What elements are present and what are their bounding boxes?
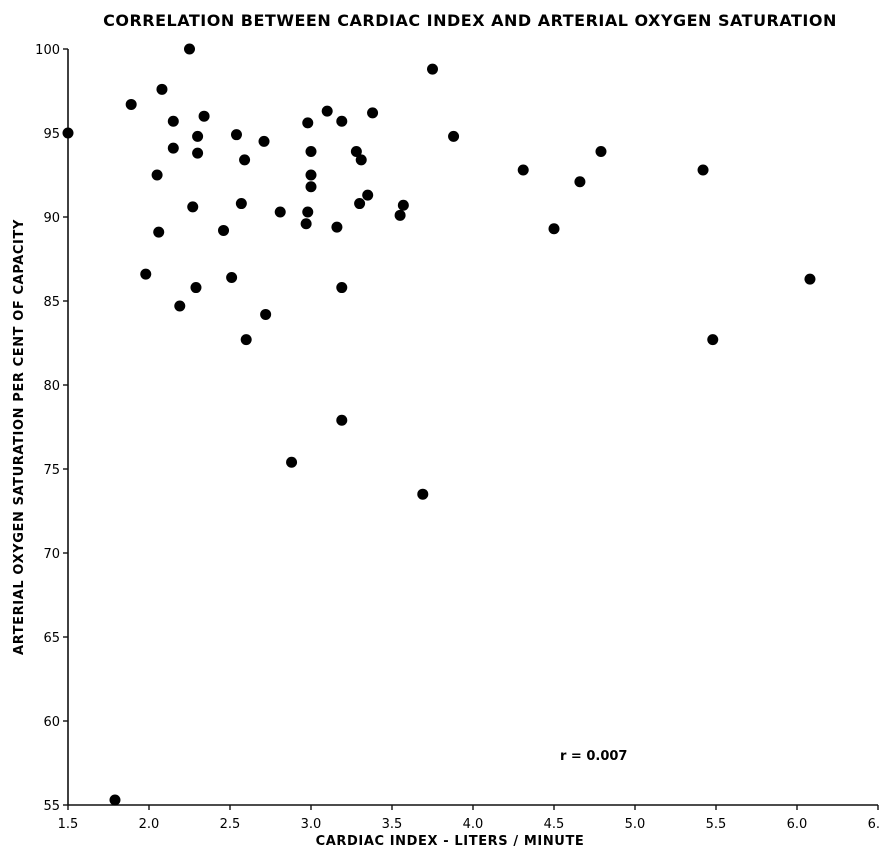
data-point — [226, 271, 238, 283]
data-point — [305, 181, 317, 193]
data-point — [707, 334, 719, 346]
x-tick-label: 5.5 — [706, 817, 727, 832]
x-tick-label: 4.0 — [463, 817, 484, 832]
data-point — [239, 154, 251, 166]
data-point — [109, 794, 121, 806]
x-tick-label: 3.5 — [382, 817, 403, 832]
y-tick-label: 95 — [43, 127, 60, 142]
data-point — [574, 176, 586, 188]
data-point — [192, 147, 204, 159]
data-point — [230, 129, 242, 141]
data-point — [302, 117, 314, 129]
data-point — [448, 130, 460, 142]
y-tick-label: 75 — [43, 463, 60, 478]
data-point — [697, 164, 709, 176]
data-point — [286, 456, 298, 468]
x-tick-label: 2.5 — [220, 817, 241, 832]
data-point — [548, 223, 560, 235]
x-tick-label: 3.0 — [301, 817, 322, 832]
x-tick-label: 1.5 — [58, 817, 79, 832]
y-tick-label: 60 — [43, 715, 60, 730]
data-point — [125, 98, 137, 110]
data-point — [336, 282, 348, 294]
data-point — [394, 209, 406, 221]
y-tick-label: 100 — [35, 43, 60, 58]
y-tick-label: 55 — [43, 799, 60, 814]
data-point — [355, 154, 367, 166]
x-tick-label: 2.0 — [139, 817, 160, 832]
y-tick-label: 80 — [43, 379, 60, 394]
data-point — [804, 273, 816, 285]
data-point — [517, 164, 529, 176]
data-point — [354, 198, 366, 210]
data-point — [167, 142, 179, 154]
data-point — [140, 268, 152, 280]
data-point — [190, 282, 202, 294]
data-points — [62, 43, 816, 806]
data-point — [260, 308, 272, 320]
y-tick-label: 65 — [43, 631, 60, 646]
data-point — [235, 198, 247, 210]
x-tick-label: 6.0 — [787, 817, 808, 832]
data-point — [302, 206, 314, 218]
data-point — [62, 127, 74, 139]
data-point — [240, 334, 252, 346]
x-tick-label: 6.5 — [868, 817, 881, 832]
data-point — [367, 107, 379, 119]
data-point — [151, 169, 163, 181]
data-point — [427, 63, 438, 75]
data-point — [167, 115, 179, 127]
data-point — [362, 189, 374, 201]
chart-title: CORRELATION BETWEEN CARDIAC INDEX AND AR… — [103, 11, 837, 30]
data-point — [336, 115, 348, 127]
x-axis-label: CARDIAC INDEX - LITERS / MINUTE — [316, 834, 585, 849]
data-point — [258, 135, 270, 147]
data-point — [156, 83, 168, 95]
y-tick-label: 70 — [43, 547, 60, 562]
data-point — [595, 145, 607, 157]
y-axis-label: ARTERIAL OXYGEN SATURATION PER CENT OF C… — [12, 219, 27, 655]
data-point — [305, 145, 317, 157]
data-point — [153, 226, 165, 238]
x-tick-label: 4.5 — [544, 817, 565, 832]
x-tick-label: 5.0 — [625, 817, 646, 832]
data-point — [331, 221, 343, 233]
data-point — [198, 110, 210, 122]
axes — [67, 49, 878, 806]
data-point — [218, 224, 230, 236]
y-tick-label: 90 — [43, 211, 60, 226]
data-point — [305, 169, 317, 181]
ticks: 1.5 2.0 2.5 3.0 3.5 4.0 4.5 5.0 5.5 6.0 6.5 55 60 65 7… — [35, 43, 881, 832]
data-point — [397, 199, 409, 211]
data-point — [321, 105, 333, 117]
data-point — [174, 300, 186, 312]
data-point — [274, 206, 286, 218]
data-point — [184, 43, 195, 55]
data-point — [300, 218, 312, 230]
data-point — [350, 145, 362, 157]
data-point — [417, 488, 429, 500]
correlation-annotation: r = 0.007 — [560, 749, 627, 764]
data-point — [192, 130, 204, 142]
y-tick-label: 85 — [43, 295, 60, 310]
data-point — [187, 201, 199, 213]
data-point — [336, 414, 348, 426]
